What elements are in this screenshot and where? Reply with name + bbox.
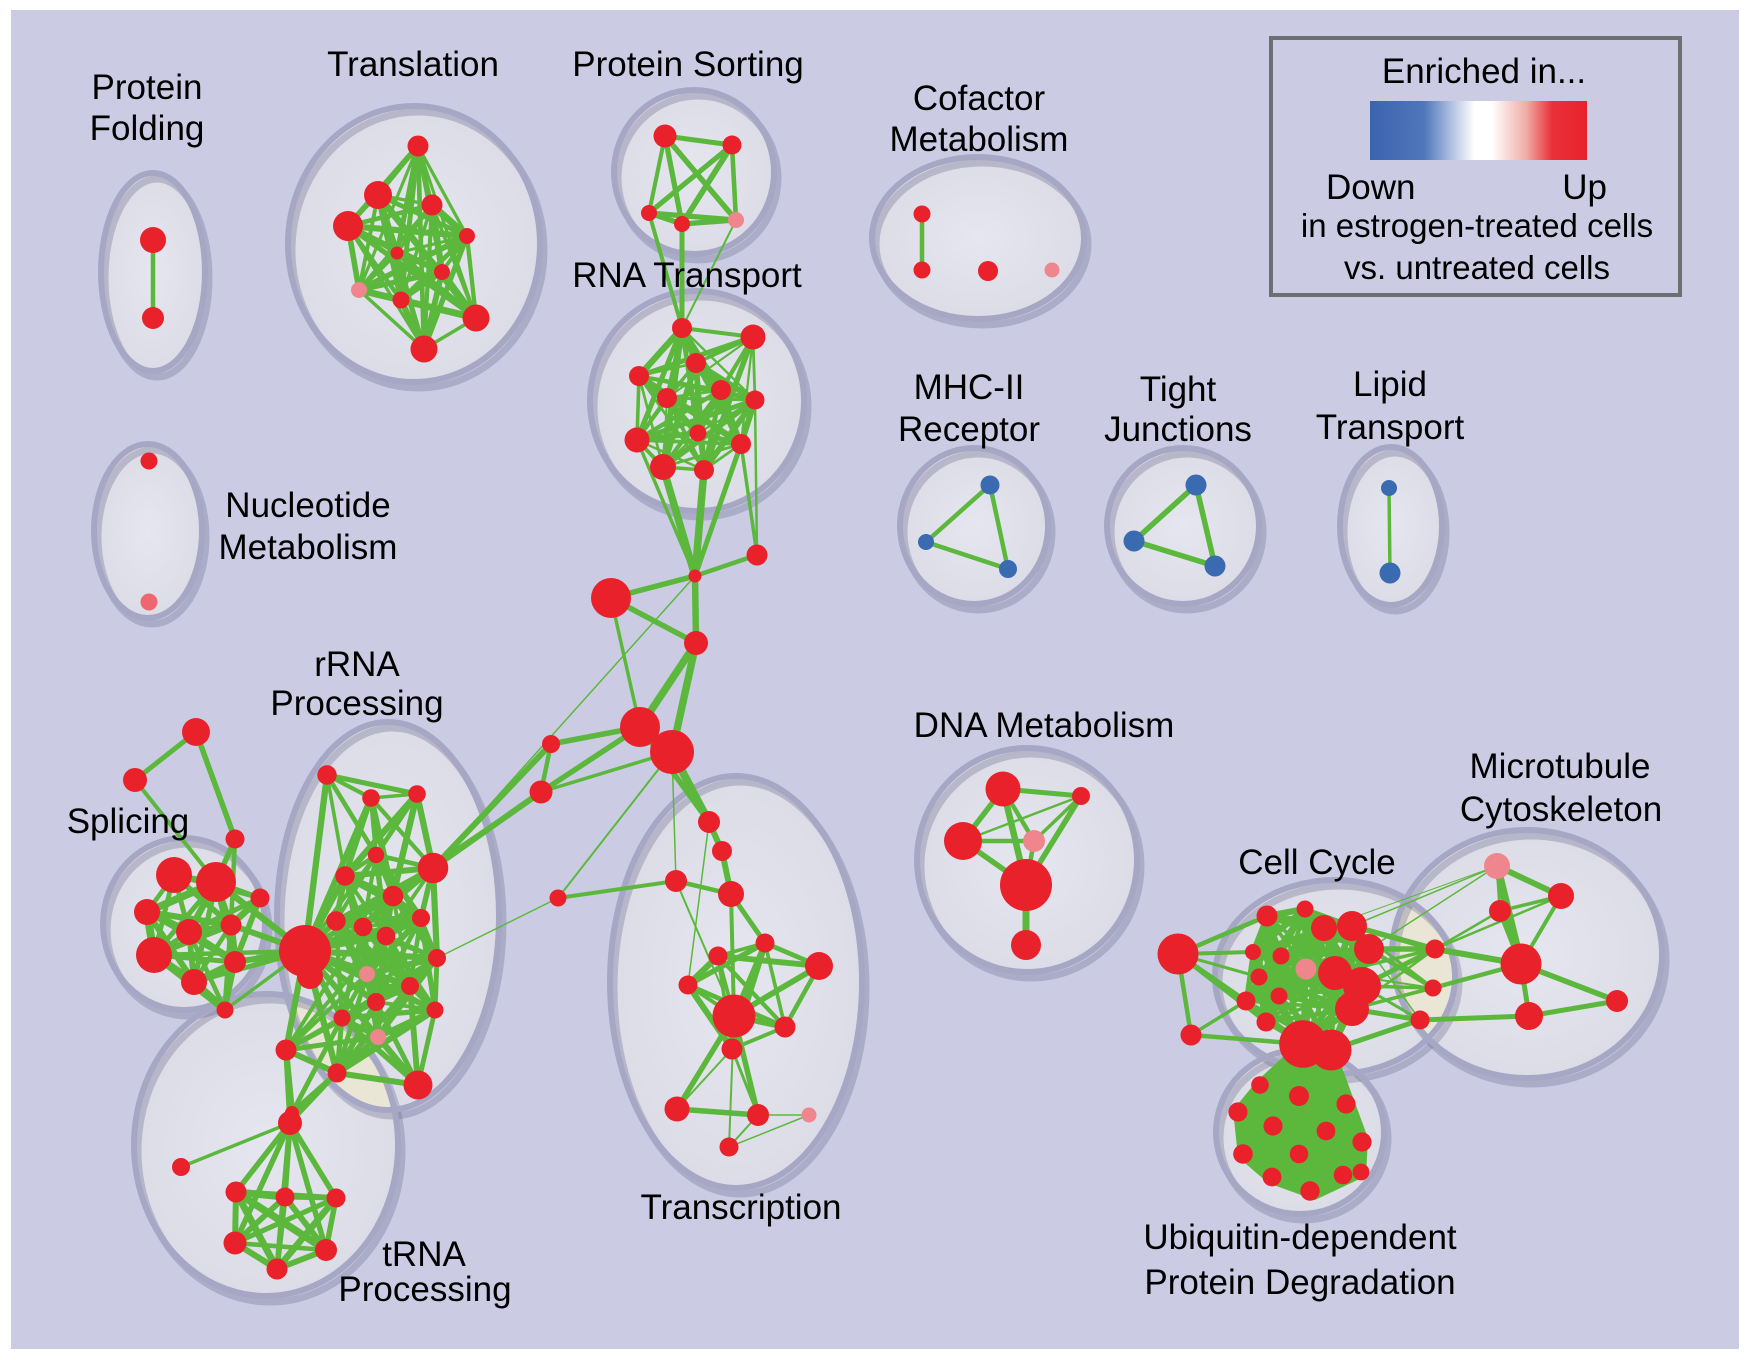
svg-text:Protein: Protein [92,68,203,107]
svg-text:Transport: Transport [1316,408,1465,447]
svg-text:Receptor: Receptor [898,410,1040,449]
svg-text:Transcription: Transcription [641,1188,842,1227]
svg-text:Processing: Processing [338,1270,511,1309]
svg-text:Microtubule: Microtubule [1470,747,1651,786]
svg-text:Cell Cycle: Cell Cycle [1238,843,1396,882]
svg-text:MHC-II: MHC-II [914,368,1025,407]
svg-text:Nucleotide: Nucleotide [225,486,390,525]
svg-text:Down: Down [1326,168,1415,207]
svg-text:Ubiquitin-dependent: Ubiquitin-dependent [1143,1218,1457,1257]
svg-text:Up: Up [1562,168,1607,207]
svg-text:Metabolism: Metabolism [219,528,398,567]
svg-text:Metabolism: Metabolism [890,120,1069,159]
svg-text:Tight: Tight [1140,370,1217,409]
svg-text:Lipid: Lipid [1353,365,1427,404]
svg-text:Cofactor: Cofactor [913,79,1046,118]
svg-text:Splicing: Splicing [67,802,190,841]
svg-text:Protein Sorting: Protein Sorting [572,45,804,84]
svg-text:Cytoskeleton: Cytoskeleton [1460,790,1662,829]
svg-text:Folding: Folding [90,109,205,148]
svg-text:in estrogen-treated cells: in estrogen-treated cells [1301,207,1653,244]
svg-text:vs. untreated cells: vs. untreated cells [1344,249,1610,286]
svg-text:Protein Degradation: Protein Degradation [1144,1263,1455,1302]
svg-text:RNA Transport: RNA Transport [572,256,802,295]
svg-text:tRNA: tRNA [382,1235,466,1274]
svg-text:Enriched in...: Enriched in... [1382,52,1586,91]
svg-text:Processing: Processing [270,684,443,723]
svg-text:Translation: Translation [327,45,499,84]
svg-text:Junctions: Junctions [1104,410,1252,449]
svg-text:rRNA: rRNA [314,645,400,684]
svg-text:DNA Metabolism: DNA Metabolism [914,706,1175,745]
